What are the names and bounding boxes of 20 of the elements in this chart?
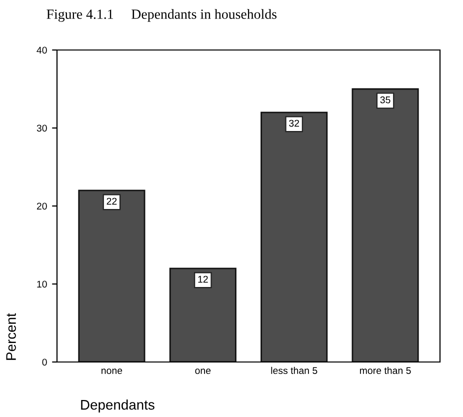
x-tick-label: none: [102, 368, 122, 374]
data-label: 22: [106, 198, 117, 205]
bar: [169, 268, 236, 362]
chart-title: Figure 4.1.1 Dependants in households: [46, 9, 276, 22]
y-tick-label: 10: [37, 280, 47, 288]
y-tick-label: 20: [36, 202, 47, 210]
x-tick-label: more than 5: [360, 366, 411, 374]
data-label: 12: [198, 276, 208, 283]
bar: [352, 88, 419, 362]
x-axis-title: Dependants: [81, 400, 154, 412]
data-label: 32: [289, 120, 300, 127]
data-label: 35: [380, 96, 390, 104]
y-axis-title: Percent: [6, 313, 16, 360]
bar: [260, 112, 328, 362]
bar: [78, 190, 146, 362]
y-tick-label: 0: [42, 358, 47, 366]
y-tick-label: 40: [36, 46, 47, 54]
y-tick-label: 30: [36, 124, 47, 132]
x-tick-label: less than 5: [271, 366, 318, 374]
x-tick-label: one: [195, 368, 211, 374]
